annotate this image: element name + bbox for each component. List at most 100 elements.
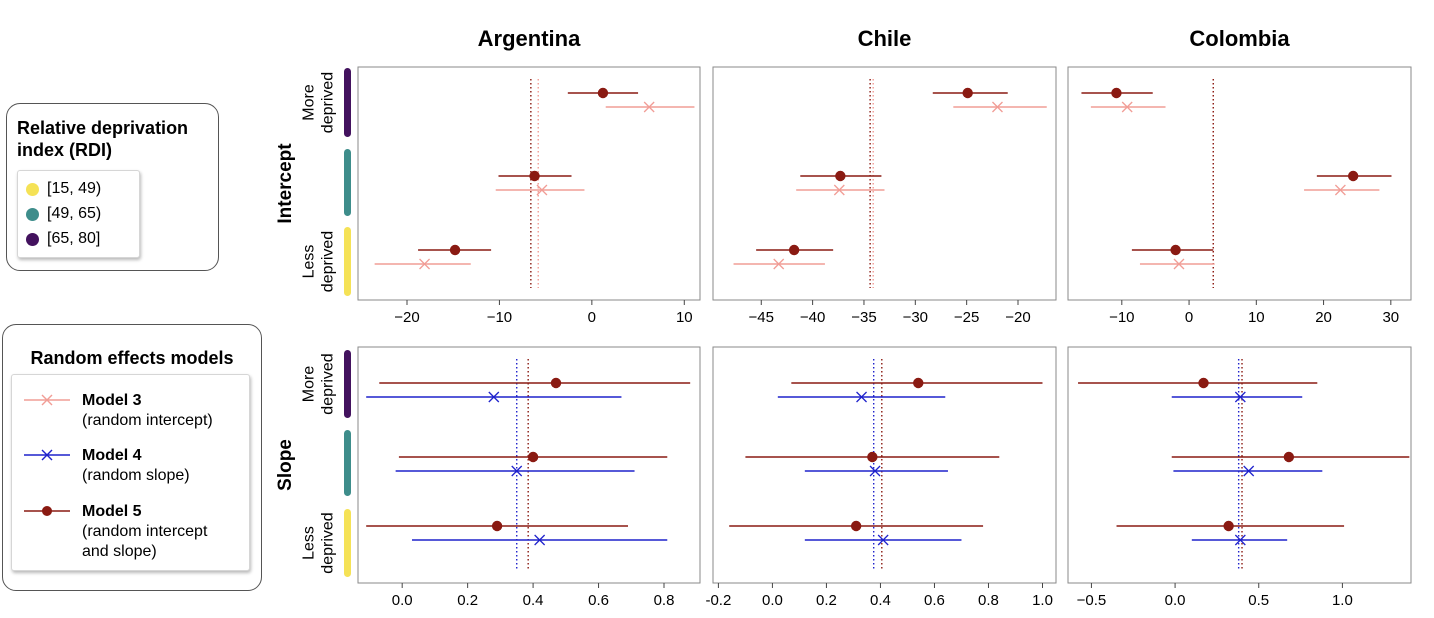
x-tick-label: 0.0 bbox=[392, 592, 413, 609]
x-tick-label: −35 bbox=[851, 309, 876, 326]
rdi-legend-label: [65, 80] bbox=[47, 230, 101, 247]
x-tick-label: 1.0 bbox=[1032, 592, 1053, 609]
x-tick-label: −20 bbox=[394, 309, 419, 326]
column-title: Colombia bbox=[1189, 26, 1290, 51]
rdi-group-bar bbox=[344, 430, 351, 496]
estimate-point bbox=[527, 451, 539, 463]
estimate-point bbox=[856, 391, 868, 403]
rdi-swatch-icon bbox=[26, 232, 39, 246]
legend-marker bbox=[41, 449, 53, 461]
estimate-x-stroke bbox=[1334, 184, 1346, 196]
model-legend-name: Model 3 bbox=[82, 392, 142, 409]
models-legend: Random effects models Model 3 (random in… bbox=[2, 324, 262, 591]
estimate-x-stroke bbox=[992, 101, 1003, 113]
estimate-point bbox=[1121, 101, 1133, 113]
x-tick-label: 0.2 bbox=[816, 592, 837, 609]
x-tick-label: 0.8 bbox=[654, 592, 675, 609]
rdi-group-bar bbox=[344, 227, 351, 296]
estimate-point bbox=[449, 244, 461, 256]
model-legend-description: (random intercept) bbox=[82, 412, 213, 429]
x-tick-label: −20 bbox=[1005, 309, 1030, 326]
rdi-legend-label: [15, 49) bbox=[47, 180, 102, 197]
group-edge-label-line: deprived bbox=[320, 353, 337, 414]
estimate-point bbox=[1234, 391, 1246, 403]
estimate-x-stroke bbox=[833, 184, 845, 196]
model-legend-name: Model 4 bbox=[82, 447, 142, 464]
x-tick-label: 0.6 bbox=[588, 592, 609, 609]
rdi-group-bar bbox=[344, 68, 351, 137]
plot-panel-frame bbox=[712, 346, 1057, 584]
estimate-x-stroke bbox=[856, 391, 868, 403]
group-edge-label-line: Less bbox=[301, 245, 318, 279]
estimate-x-stroke bbox=[773, 258, 785, 270]
estimate-point bbox=[1234, 534, 1246, 546]
rdi-swatch-icon bbox=[26, 207, 39, 221]
plot-panel-frame bbox=[1067, 346, 1412, 584]
group-edge-label-line: deprived bbox=[320, 72, 337, 133]
x-tick-label: 0.8 bbox=[978, 592, 999, 609]
group-edge-label-line: Less bbox=[301, 526, 318, 560]
rdi-group-bar bbox=[344, 509, 351, 577]
estimate-point bbox=[550, 377, 562, 389]
row-title: Intercept bbox=[275, 143, 296, 224]
x-tick-label: 0.0 bbox=[1165, 592, 1186, 609]
plot-panel-frame bbox=[1067, 66, 1412, 301]
estimate-x-stroke bbox=[1234, 534, 1246, 546]
x-tick-label: -0.2 bbox=[705, 592, 731, 609]
group-edge-label: More deprived bbox=[301, 72, 337, 133]
x-tick-label: 10 bbox=[676, 309, 693, 326]
x-tick-label: 0.4 bbox=[523, 592, 544, 609]
estimate-point bbox=[788, 244, 800, 256]
estimate-point bbox=[1173, 258, 1185, 270]
x-tick-label: −30 bbox=[903, 309, 928, 326]
estimate-point bbox=[511, 465, 523, 477]
estimate-point bbox=[913, 377, 924, 389]
x-tick-label: 20 bbox=[1315, 309, 1332, 326]
x-tick-label: 1.0 bbox=[1332, 592, 1353, 609]
estimate-point bbox=[529, 170, 540, 182]
dot-marker-icon bbox=[24, 506, 70, 516]
estimate-point bbox=[1170, 244, 1181, 256]
estimate-x-stroke bbox=[1243, 465, 1255, 477]
group-edge-label: Less deprived bbox=[301, 512, 337, 573]
x-tick-label: −0.5 bbox=[1077, 592, 1107, 609]
estimate-point bbox=[773, 258, 785, 270]
column-title: Argentina bbox=[478, 26, 581, 51]
x-tick-label: −10 bbox=[487, 309, 512, 326]
estimate-point bbox=[643, 101, 655, 113]
estimate-x-stroke bbox=[419, 258, 431, 270]
estimate-x-stroke bbox=[1121, 101, 1133, 113]
x-tick-label: 0.2 bbox=[457, 592, 478, 609]
estimate-point bbox=[992, 101, 1003, 113]
estimate-point bbox=[1111, 87, 1122, 99]
estimate-x-stroke bbox=[534, 534, 546, 546]
rdi-legend-item: [15, 49) bbox=[26, 178, 101, 200]
estimate-point bbox=[536, 184, 548, 196]
estimate-point bbox=[1223, 520, 1234, 532]
estimate-point bbox=[419, 258, 431, 270]
x-tick-label: 0.4 bbox=[870, 592, 891, 609]
rdi-swatch-icon bbox=[26, 182, 39, 196]
column-title: Chile bbox=[858, 26, 912, 51]
model-legend-name: Model 5 bbox=[82, 503, 142, 520]
rdi-group-bar bbox=[344, 149, 351, 216]
x-tick-label: −10 bbox=[1109, 309, 1134, 326]
estimate-x-stroke bbox=[1234, 391, 1246, 403]
estimate-point bbox=[869, 465, 881, 477]
x-tick-label: 0 bbox=[1185, 309, 1193, 326]
estimate-x-stroke bbox=[488, 391, 500, 403]
estimate-x-stroke bbox=[643, 101, 655, 113]
model-legend-item: Model 3 (random intercept) bbox=[24, 391, 249, 433]
estimate-point bbox=[1347, 170, 1359, 182]
x-marker-icon bbox=[24, 449, 70, 461]
model-legend-item: Model 5 (random intercept and slope) bbox=[24, 502, 249, 566]
legend-marker bbox=[41, 394, 53, 406]
estimate-point bbox=[1243, 465, 1255, 477]
model-legend-description: (random slope) bbox=[82, 467, 190, 484]
rdi-group-bar bbox=[344, 350, 351, 418]
rdi-legend-items: [15, 49) [49, 65) [65, 80] bbox=[17, 170, 140, 258]
estimate-point bbox=[491, 520, 503, 532]
x-tick-label: 0.0 bbox=[762, 592, 783, 609]
x-tick-label: −45 bbox=[749, 309, 774, 326]
estimate-x-stroke bbox=[511, 465, 523, 477]
